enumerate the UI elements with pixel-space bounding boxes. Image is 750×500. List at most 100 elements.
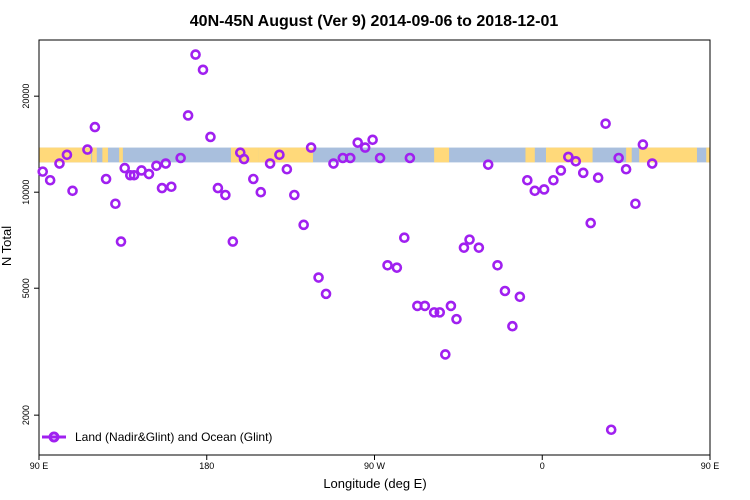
data-point — [212, 182, 224, 194]
data-point — [585, 217, 597, 229]
land-segment — [92, 147, 97, 163]
data-point — [151, 160, 162, 172]
land-segment — [525, 147, 535, 163]
legend-entry: Land (Nadir&Glint) and Ocean (Glint) — [75, 430, 272, 444]
data-point — [67, 185, 78, 197]
data-point — [238, 153, 250, 165]
data-point — [248, 173, 259, 185]
y-tick-label: 20000 — [21, 84, 31, 109]
data-point — [143, 168, 155, 180]
data-point — [89, 121, 101, 133]
data-point — [298, 219, 309, 231]
data-point — [630, 198, 641, 210]
data-point — [44, 174, 56, 186]
data-point — [110, 198, 121, 210]
data-point — [367, 134, 378, 146]
data-point — [563, 151, 574, 163]
land-segment — [434, 147, 450, 163]
data-point — [613, 152, 624, 164]
data-point — [445, 300, 457, 312]
data-point — [227, 236, 239, 247]
data-point — [344, 152, 356, 164]
data-point — [320, 288, 332, 300]
data-point — [473, 242, 485, 253]
data-point — [313, 272, 324, 283]
data-point — [128, 169, 140, 181]
data-point — [399, 232, 410, 243]
legend: Land (Nadir&Glint) and Ocean (Glint) — [42, 430, 272, 444]
data-point — [37, 166, 49, 177]
data-point — [352, 137, 364, 148]
data-point — [404, 152, 416, 164]
data-point — [605, 424, 617, 436]
land-segment — [119, 147, 123, 163]
x-tick-label: 0 — [540, 461, 545, 471]
plot-frame — [38, 39, 711, 456]
data-point — [482, 159, 494, 170]
data-point — [538, 184, 550, 195]
chart-title: 40N-45N August (Ver 9) 2014-09-06 to 201… — [190, 13, 559, 30]
data-point — [220, 189, 231, 201]
data-point — [115, 236, 127, 247]
data-point — [507, 320, 518, 332]
data-point — [451, 313, 462, 325]
data-point — [328, 158, 339, 169]
x-axis-label: Longitude (deg E) — [323, 476, 426, 491]
data-point — [600, 118, 611, 129]
land-segment — [39, 147, 92, 163]
data-point — [264, 158, 276, 169]
data-point — [100, 173, 112, 185]
y-tick-label: 10000 — [21, 180, 31, 205]
data-point — [548, 174, 559, 186]
data-point — [514, 291, 526, 303]
land-segment — [258, 147, 313, 163]
data-point — [305, 142, 317, 153]
data-point — [190, 49, 201, 60]
data-point — [592, 172, 604, 184]
data-point — [529, 185, 541, 197]
data-point — [281, 163, 293, 175]
data-point — [419, 300, 431, 312]
y-tick-label: 2000 — [21, 405, 31, 425]
surface-strip — [39, 147, 710, 163]
data-points — [37, 49, 658, 436]
data-point — [570, 155, 582, 167]
land-segment — [545, 147, 593, 163]
data-point — [458, 242, 470, 253]
data-point — [197, 64, 209, 76]
data-point — [156, 182, 168, 194]
data-point — [175, 152, 186, 164]
data-point — [522, 174, 533, 186]
legend-marker — [48, 431, 60, 443]
y-tick-label: 5000 — [21, 278, 31, 298]
data-point — [182, 110, 194, 121]
data-point — [464, 234, 475, 245]
ocean-strip — [39, 147, 710, 163]
x-tick-label: 90 W — [364, 461, 386, 471]
land-segment — [639, 147, 697, 163]
x-tick-label: 90 E — [701, 461, 720, 471]
data-point — [637, 139, 649, 150]
data-point — [160, 158, 172, 169]
data-point — [382, 259, 393, 271]
land-segment — [706, 147, 710, 163]
land-segment — [626, 147, 632, 163]
data-point — [359, 142, 371, 153]
land-segment — [102, 147, 108, 163]
data-point — [492, 259, 503, 271]
data-point — [125, 169, 136, 181]
x-tick-label: 90 E — [30, 461, 49, 471]
axes: 90 E 180 90 W 0 90 E 2000 5000 10000 20000 — [21, 39, 720, 471]
data-point — [391, 262, 403, 273]
data-point — [646, 158, 658, 169]
x-tick-label: 180 — [199, 461, 214, 471]
data-point — [54, 158, 65, 169]
data-point — [61, 149, 73, 161]
data-point — [577, 167, 589, 179]
data-point — [82, 144, 93, 155]
data-point — [255, 186, 267, 198]
data-point — [289, 189, 300, 201]
data-point — [274, 149, 285, 161]
y-axis-label: N Total — [0, 226, 14, 266]
data-point — [205, 131, 216, 143]
